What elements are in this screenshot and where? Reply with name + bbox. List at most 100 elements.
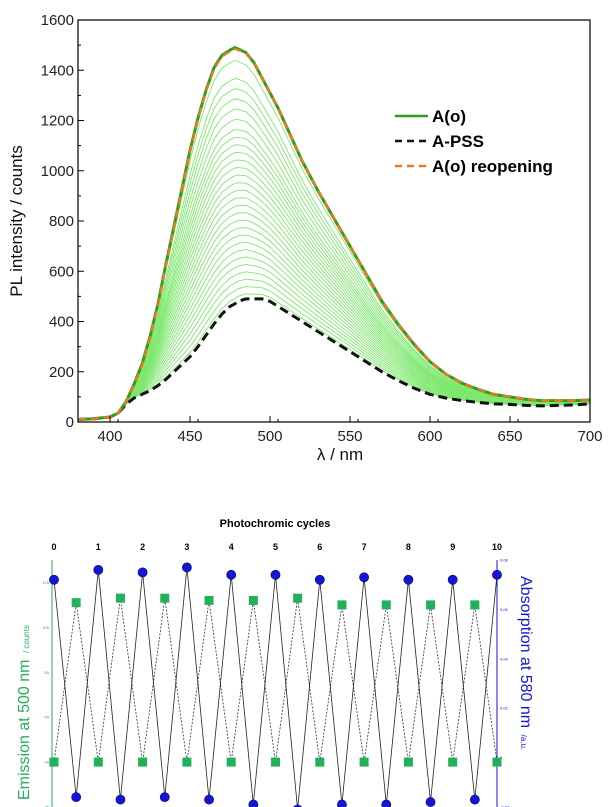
- emission-marker: [426, 600, 436, 610]
- right-tick-label: 0,06: [500, 607, 509, 612]
- cycle-markers: [49, 562, 502, 807]
- cycle-number-label: 2: [140, 542, 145, 552]
- spectra-curves: [77, 45, 591, 421]
- emission-marker: [381, 600, 391, 610]
- emission-marker: [403, 757, 413, 767]
- x-tick-label: 600: [417, 428, 442, 445]
- absorption-marker: [115, 794, 126, 805]
- legend-label-pss: A-PSS: [432, 132, 484, 151]
- series-line-reopen: [77, 47, 591, 421]
- emission-marker: [337, 600, 347, 610]
- left-tick-label: 45: [45, 760, 50, 765]
- right-axis-label: Absorption at 580 nm /a.u.: [517, 576, 534, 750]
- x-tick-label: 700: [577, 428, 602, 445]
- absorption-marker: [204, 794, 214, 805]
- x-tick-label: 550: [337, 428, 362, 445]
- left-tick-label: 65: [45, 715, 50, 720]
- absorption-marker: [270, 569, 281, 580]
- right-tick-label: -0,02: [500, 805, 510, 807]
- emission-marker: [115, 593, 125, 603]
- right-tick-label: 0,08: [500, 558, 509, 563]
- intermediate-spectrum: [77, 118, 591, 420]
- right-axis-label-unit: /a.u.: [519, 735, 528, 751]
- y-tick-label: 200: [49, 364, 74, 381]
- x-tick-label: 400: [97, 428, 122, 445]
- absorption-marker: [137, 567, 148, 578]
- emission-marker: [448, 757, 458, 767]
- y-tick-label: 800: [49, 213, 74, 230]
- cycle-labels: 0 1 2 3 4 5 6 7 8 9 10: [51, 542, 502, 552]
- emission-line: [53, 598, 498, 763]
- absorption-marker: [403, 574, 414, 585]
- y-tick-label: 400: [49, 314, 74, 331]
- absorption-marker: [425, 797, 436, 807]
- absorption-marker: [248, 799, 259, 807]
- absorption-marker: [49, 574, 59, 585]
- intermediate-spectrum: [77, 108, 591, 420]
- absorption-marker: [359, 572, 369, 583]
- emission-marker: [160, 593, 170, 603]
- right-axis-label-main: Absorption at 580 nm: [517, 576, 534, 728]
- legend: A(o) A-PSS A(o) reopening: [395, 107, 553, 176]
- right-tick-label: 0,04: [500, 656, 509, 661]
- emission-marker: [359, 757, 369, 767]
- intermediate-spectrum: [77, 77, 591, 420]
- cycle-number-label: 5: [273, 542, 278, 552]
- left-tick-label: 125: [42, 580, 49, 585]
- left-axis-label-main: Emission at 500 nm: [16, 659, 33, 800]
- y-tick-label: 600: [49, 263, 74, 280]
- absorption-marker: [159, 792, 170, 803]
- absorption-marker: [469, 794, 480, 805]
- intermediate-spectrum: [77, 98, 591, 420]
- absorption-marker: [93, 564, 104, 575]
- x-tick-label: 450: [177, 428, 202, 445]
- series-line-pss: [77, 297, 591, 421]
- right-tick-label: 0,02: [500, 706, 509, 711]
- emission-marker: [492, 757, 502, 767]
- intermediate-spectrum: [77, 227, 591, 420]
- intermediate-spectrum: [77, 249, 591, 420]
- emission-marker: [204, 595, 214, 605]
- absorption-marker: [71, 792, 82, 803]
- y-tick-label: 1000: [41, 163, 74, 180]
- emission-marker: [271, 757, 280, 767]
- intermediate-spectrum: [77, 159, 591, 420]
- y-tick-label: 1600: [41, 12, 74, 29]
- absorption-marker: [492, 569, 502, 580]
- cycle-number-label: 7: [362, 542, 367, 552]
- legend-label-reopen: A(o) reopening: [432, 157, 553, 176]
- y-tick-label: 1200: [41, 113, 74, 130]
- emission-marker: [248, 595, 258, 605]
- cycle-number-label: 3: [184, 542, 189, 552]
- axis-ticks: 400 450 500 550 600 650 700 0 200 400 600 800 1000 12…: [41, 12, 603, 445]
- absorption-marker: [181, 562, 192, 573]
- absorption-marker: [314, 574, 325, 585]
- emission-marker: [71, 598, 81, 608]
- emission-marker: [470, 600, 480, 610]
- left-axis-label-unit: / counts: [22, 625, 31, 653]
- left-tick-label: 25: [45, 805, 50, 807]
- absorption-marker: [226, 569, 237, 580]
- cycle-number-label: 0: [51, 542, 56, 552]
- cycle-number-label: 9: [450, 542, 455, 552]
- intermediate-spectrum: [77, 174, 591, 420]
- legend-label-open: A(o): [432, 107, 466, 126]
- left-tick-label: 85: [45, 670, 50, 675]
- absorption-marker: [381, 799, 392, 807]
- left-tick-label: 105: [42, 625, 49, 630]
- emission-marker: [226, 757, 236, 767]
- cycle-number-label: 4: [229, 542, 234, 552]
- intermediate-spectrum: [77, 88, 591, 420]
- emission-marker: [49, 757, 59, 767]
- cycle-number-label: 1: [96, 542, 101, 552]
- y-tick-label: 1400: [41, 62, 74, 79]
- emission-marker: [293, 593, 303, 603]
- emission-marker: [93, 757, 103, 767]
- emission-marker: [315, 757, 325, 767]
- cycle-number-label: 10: [492, 542, 502, 552]
- y-axis-label: PL intensity / counts: [7, 145, 26, 297]
- left-axis-label: Emission at 500 nm / counts: [16, 625, 33, 800]
- cycle-number-label: 6: [317, 542, 322, 552]
